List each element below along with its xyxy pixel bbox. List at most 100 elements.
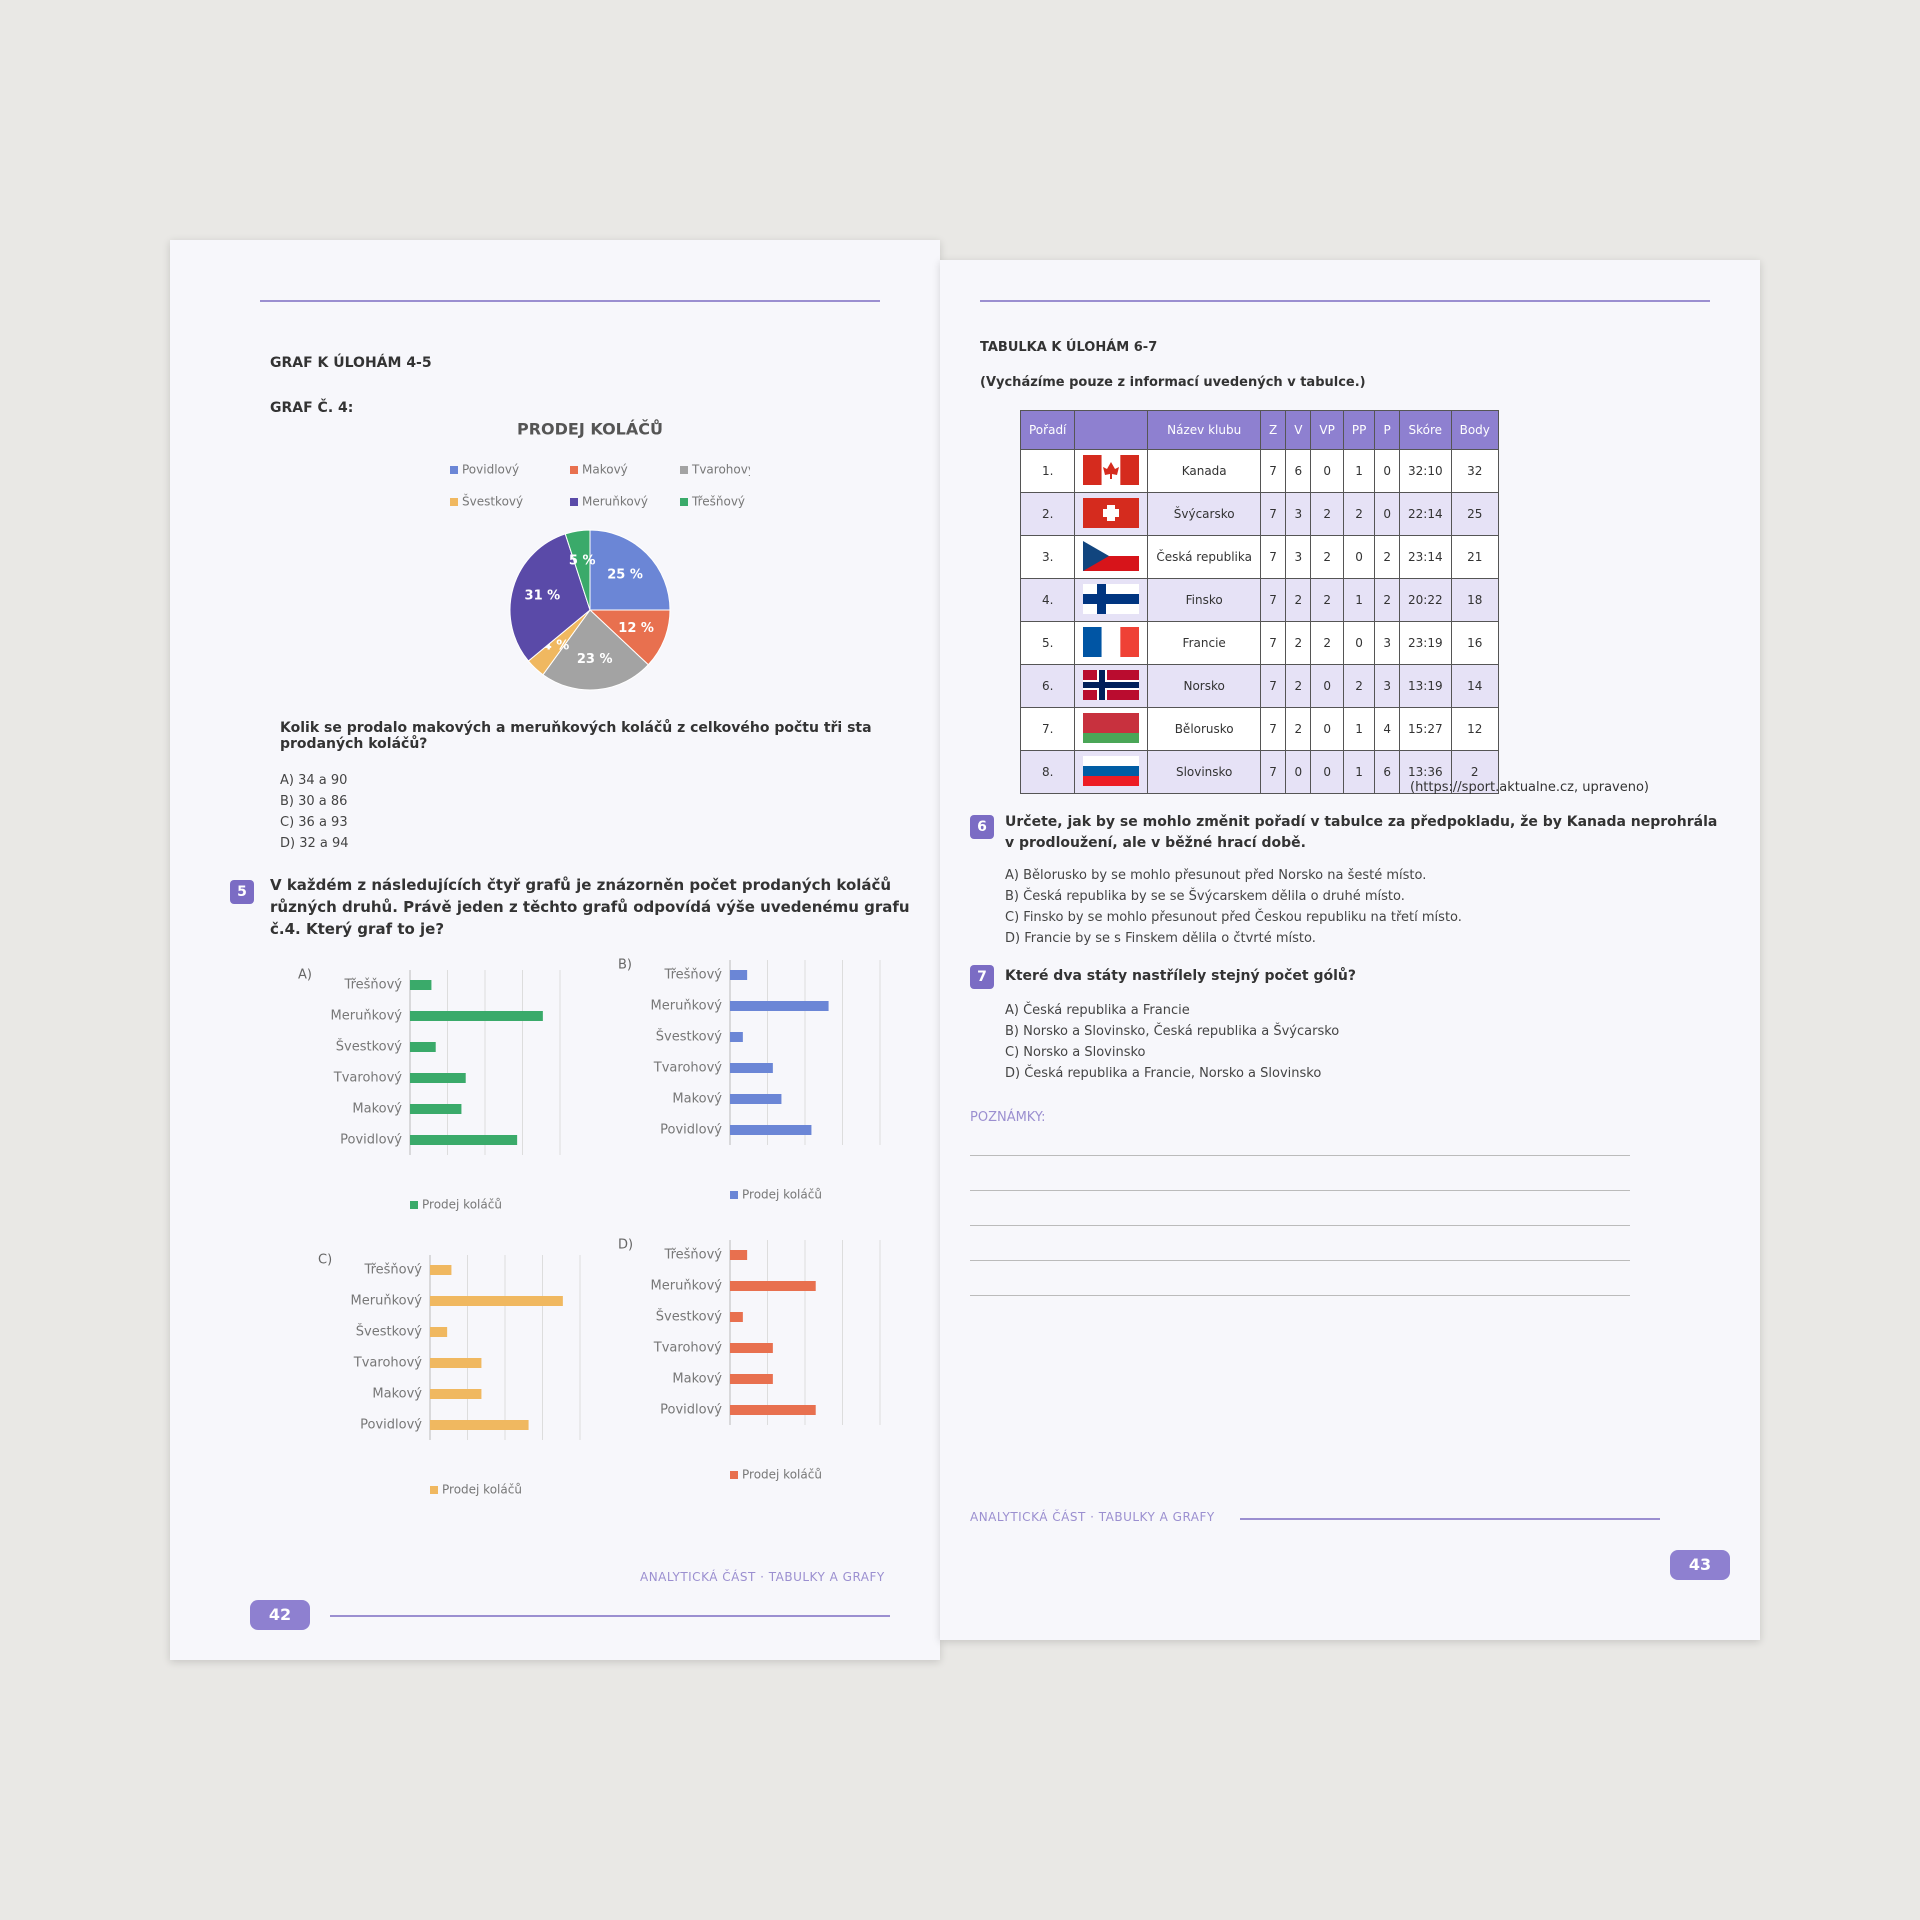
- note-line: [970, 1155, 1630, 1156]
- flag: [1083, 755, 1140, 786]
- table-cell: 12: [1450, 707, 1499, 751]
- top-rule: [980, 300, 1710, 302]
- y-tick-label: Švestkový: [656, 1029, 723, 1045]
- column-header: Název klubu: [1147, 410, 1261, 450]
- flag-symbol: [1097, 583, 1107, 614]
- table-cell: 2: [1342, 492, 1376, 536]
- bar: [410, 1042, 436, 1052]
- pie-slice: [509, 533, 591, 662]
- note-line: [970, 1190, 1630, 1191]
- flag-cell: [1074, 621, 1149, 665]
- bottom-rule: [1240, 1518, 1660, 1520]
- y-tick-label: Tvarohový: [333, 1071, 402, 1086]
- table-row: 3. Česká republika 7 3 2 0 2 23:14 21: [1019, 535, 1499, 579]
- flag-symbol: [1103, 508, 1120, 517]
- y-tick-label: Makový: [372, 1387, 422, 1402]
- flag-stripe: [1083, 583, 1140, 594]
- bar: [730, 1001, 829, 1011]
- option: C) Finsko by se mohlo přesunout před Čes…: [1005, 910, 1462, 925]
- option: B) Norsko a Slovinsko, Česká republika a…: [1005, 1024, 1340, 1039]
- y-tick-label: Tvarohový: [653, 1061, 722, 1076]
- legend-swatch: [450, 466, 458, 474]
- slice-label: 23 %: [577, 652, 613, 667]
- table-cell: 4: [1374, 707, 1400, 751]
- option: A) 34 a 90: [280, 773, 348, 788]
- footer: ANALYTICKÁ ČÁST · TABULKY A GRAFY: [640, 1570, 885, 1584]
- legend-label: Tvarohový: [691, 463, 750, 477]
- legend-label: Prodej koláčů: [742, 1468, 822, 1482]
- column-header: Skóre: [1399, 410, 1452, 450]
- pie-slice: [589, 529, 671, 611]
- table-row: 6. Norsko 7 2 0 2 3 13:19 14: [1019, 664, 1499, 708]
- table-cell: 7: [1259, 707, 1287, 751]
- bar: [730, 1032, 743, 1042]
- page-number: 43: [1670, 1550, 1730, 1580]
- flag: [1083, 583, 1140, 614]
- legend-label: Švestkový: [462, 494, 523, 509]
- table-cell: 7: [1259, 664, 1287, 708]
- bar: [410, 1135, 518, 1145]
- chart-label: C): [318, 1253, 332, 1268]
- legend-swatch: [680, 498, 688, 506]
- pie-slice: [588, 609, 671, 666]
- column-header: Body: [1450, 410, 1499, 450]
- option: C) Norsko a Slovinsko: [1005, 1045, 1146, 1060]
- legend-label: Meruňkový: [582, 495, 648, 509]
- bar: [730, 1405, 816, 1415]
- table-row: 2. Švýcarsko 7 3 2 2 0 22:14 25: [1019, 492, 1499, 536]
- flag-cell: [1074, 750, 1149, 794]
- bar: [410, 1011, 543, 1021]
- column-header: P: [1374, 410, 1400, 450]
- note-line: [970, 1225, 1630, 1226]
- question-text: V každém z následujících čtyř grafů je z…: [270, 876, 910, 938]
- table-cell: 3: [1285, 492, 1312, 536]
- table-cell: 7: [1259, 578, 1287, 622]
- table-cell: Francie: [1147, 621, 1261, 665]
- chart-title: PRODEJ KOLÁČŮ: [517, 420, 663, 439]
- table-cell: 2: [1310, 492, 1344, 536]
- table-cell: 7: [1259, 750, 1287, 794]
- section-heading: TABULKA K ÚLOHÁM 6-7: [980, 340, 1158, 355]
- table-cell: 0: [1310, 750, 1344, 794]
- flag: [1083, 540, 1140, 571]
- legend-swatch: [450, 498, 458, 506]
- option: D) Francie by se s Finskem dělila o čtvr…: [1005, 931, 1316, 946]
- flag-symbol: [1103, 461, 1120, 479]
- y-tick-label: Makový: [672, 1372, 722, 1387]
- flag-cell: [1074, 707, 1149, 751]
- flag-cell: [1074, 535, 1149, 579]
- table-cell: 23:19: [1399, 621, 1452, 665]
- table-cell: 4.: [1019, 578, 1076, 622]
- flag: [1083, 712, 1140, 743]
- flag-stripe: [1083, 603, 1140, 614]
- table-cell: 5.: [1019, 621, 1076, 665]
- table-cell: 32:10: [1399, 449, 1452, 493]
- bar: [430, 1296, 563, 1306]
- page-number: 42: [250, 1600, 310, 1630]
- table-cell: 8.: [1019, 750, 1076, 794]
- slice-label: 25 %: [607, 567, 643, 582]
- table-cell: 22:14: [1399, 492, 1452, 536]
- bar-chart: A) Třešňový Meruňkový Švestkový Tvarohový Mak…: [298, 968, 561, 1212]
- flag: [1083, 626, 1140, 657]
- table-cell: 2: [1310, 578, 1344, 622]
- table-cell: 0: [1310, 707, 1344, 751]
- table-cell: 16: [1450, 621, 1499, 665]
- top-rule: [260, 300, 880, 302]
- table-cell: Švýcarsko: [1147, 492, 1261, 536]
- flag-stripe: [1120, 626, 1140, 657]
- flag-symbol: [1083, 540, 1110, 571]
- chart-label: D): [618, 1238, 633, 1253]
- section-heading: GRAF K ÚLOHÁM 4-5: [270, 355, 432, 371]
- table-row: 1. Kanada 7 6 0 1 0 32:10 32: [1019, 449, 1499, 493]
- table-cell: 23:14: [1399, 535, 1452, 579]
- y-tick-label: Švestkový: [656, 1309, 723, 1325]
- y-tick-label: Meruňkový: [651, 1279, 723, 1294]
- option: A) Česká republika a Francie: [1005, 1003, 1190, 1018]
- table-cell: 13:19: [1399, 664, 1452, 708]
- options: A) 34 a 90 B) 30 a 86 C) 36 a 93 D) 32 a 94: [280, 770, 349, 854]
- option: C) 36 a 93: [280, 815, 348, 830]
- bar: [730, 1094, 782, 1104]
- bar: [410, 980, 432, 990]
- y-tick-label: Povidlový: [340, 1133, 402, 1148]
